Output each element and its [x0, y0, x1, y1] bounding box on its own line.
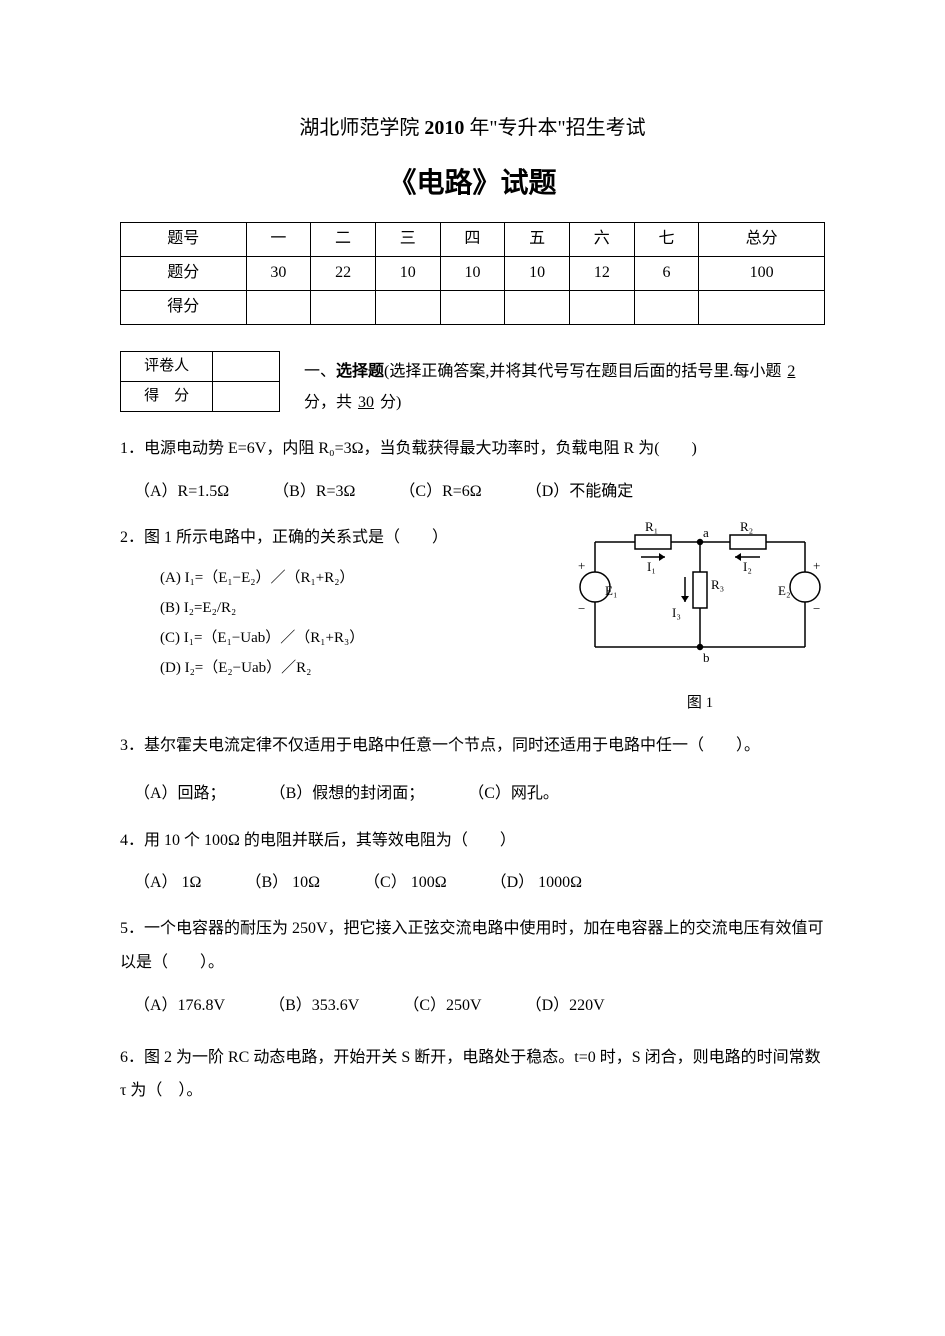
cell: 22 — [311, 257, 376, 291]
cell: 100 — [699, 257, 825, 291]
q2-optC: (C) I₁=（E₁−Uab）／（R₁+R₃） — [160, 623, 565, 653]
cell: 6 — [634, 257, 699, 291]
label-I2: I₂ — [743, 559, 752, 574]
cell — [375, 291, 440, 325]
header-prefix: 湖北师范学院 — [299, 117, 424, 139]
q1-optD: （D）不能确定 — [526, 474, 634, 509]
cell — [699, 291, 825, 325]
q3-optA: （A）回路； — [134, 776, 226, 811]
q4-optB: （B） 10Ω — [245, 865, 320, 900]
subject-title: 《电路》试题 — [120, 158, 825, 208]
q1-optC: （C）R=6Ω — [399, 474, 481, 509]
q3-optB: （B）假想的封闭面； — [270, 776, 425, 811]
section-mid: 分，共 — [304, 394, 356, 411]
cell: 10 — [440, 257, 505, 291]
question-6: 6．图 2 为一阶 RC 动态电路，开始开关 S 断开，电路处于稳态。t=0 时… — [120, 1041, 825, 1108]
label-node-a: a — [703, 525, 709, 540]
q4-optA: （A） 1Ω — [134, 865, 201, 900]
section-tail2: 分) — [376, 394, 401, 411]
header-suffix: 年"专升本"招生考试 — [464, 117, 645, 139]
question-2: 2．图 1 所示电路中，正确的关系式是（ ） — [120, 521, 565, 555]
q1-options: （A）R=1.5Ω （B）R=3Ω （C）R=6Ω （D）不能确定 — [134, 474, 825, 509]
cell: 10 — [505, 257, 570, 291]
section-tail1: (选择正确答案,并将其代号写在题目后面的括号里.每小题 — [384, 363, 785, 380]
q5-optD: （D）220V — [526, 988, 605, 1023]
row-label: 得分 — [121, 291, 247, 325]
question-2-text: 2．图 1 所示电路中，正确的关系式是（ ） (A) I₁=（E₁−E₂）／（R… — [120, 517, 565, 683]
label-E2: E₂ — [778, 583, 790, 598]
section-header-row: 评卷人 得 分 一、选择题(选择正确答案,并将其代号写在题目后面的括号里.每小题… — [120, 351, 825, 418]
figure-1-caption: 图 1 — [575, 690, 825, 717]
label-E1: E₁ — [605, 583, 617, 598]
label-I1: I₁ — [647, 559, 656, 574]
label-R1: R₁ — [645, 519, 658, 534]
minus-right: − — [813, 601, 820, 616]
q1-optB: （B）R=3Ω — [273, 474, 355, 509]
question-2-wrap: 2．图 1 所示电路中，正确的关系式是（ ） (A) I₁=（E₁−E₂）／（R… — [120, 517, 825, 717]
th: 七 — [634, 223, 699, 257]
minus-left: − — [578, 601, 585, 616]
figure-1: R₁ R₂ R₃ E₁ E₂ I₁ I₂ I₃ a b + − + − 图 1 — [575, 517, 825, 717]
th: 三 — [375, 223, 440, 257]
exam-header: 湖北师范学院 2010 年"专升本"招生考试 — [120, 110, 825, 146]
question-5: 5．一个电容器的耐压为 250V，把它接入正弦交流电路中使用时，加在电容器上的交… — [120, 912, 825, 979]
question-4: 4．用 10 个 100Ω 的电阻并联后，其等效电阻为（ ） — [120, 824, 825, 858]
th: 四 — [440, 223, 505, 257]
q3-options: （A）回路； （B）假想的封闭面； （C）网孔。 — [134, 776, 825, 811]
q5-optA: （A）176.8V — [134, 988, 225, 1023]
label-node-b: b — [703, 650, 710, 665]
score-table: 题号 一 二 三 四 五 六 七 总分 题分 30 22 10 10 10 12… — [120, 222, 825, 325]
th: 六 — [569, 223, 634, 257]
cell — [246, 291, 311, 325]
cell — [634, 291, 699, 325]
cell — [505, 291, 570, 325]
score-cell — [213, 382, 280, 412]
th: 一 — [246, 223, 311, 257]
q4-optC: （C） 100Ω — [364, 865, 447, 900]
section-prefix: 一、 — [304, 363, 336, 380]
header-year: 2010 — [424, 117, 464, 139]
cell — [311, 291, 376, 325]
q5-options: （A）176.8V （B）353.6V （C）250V （D）220V — [134, 988, 825, 1023]
q2-optB: (B) I₂=E₂/R₂ — [160, 593, 565, 623]
th: 五 — [505, 223, 570, 257]
cell: 10 — [375, 257, 440, 291]
score-label: 得 分 — [121, 382, 213, 412]
q3-optC: （C）网孔。 — [468, 776, 559, 811]
th: 题号 — [121, 223, 247, 257]
cell: 30 — [246, 257, 311, 291]
q5-optC: （C）250V — [403, 988, 481, 1023]
total-points: 30 — [356, 394, 376, 411]
cell: 12 — [569, 257, 634, 291]
plus-left: + — [578, 558, 585, 573]
question-3: 3．基尔霍夫电流定律不仅适用于电路中任意一个节点，同时还适用于电路中任一（ ）。 — [120, 729, 825, 763]
q4-options: （A） 1Ω （B） 10Ω （C） 100Ω （D） 1000Ω — [134, 865, 825, 900]
label-I3: I₃ — [672, 605, 681, 620]
q5-optB: （B）353.6V — [269, 988, 359, 1023]
cell — [569, 291, 634, 325]
th: 总分 — [699, 223, 825, 257]
circuit-diagram-icon: R₁ R₂ R₃ E₁ E₂ I₁ I₂ I₃ a b + − + − — [575, 517, 825, 677]
th: 二 — [311, 223, 376, 257]
reviewer-label: 评卷人 — [121, 352, 213, 382]
section-intro: 一、选择题(选择正确答案,并将其代号写在题目后面的括号里.每小题 2 分，共 3… — [280, 351, 825, 418]
q2-optD: (D) I₂=（E₂−Uab）／R₂ — [160, 653, 565, 683]
q4-optD: （D） 1000Ω — [491, 865, 582, 900]
cell — [440, 291, 505, 325]
table-row: 题分 30 22 10 10 10 12 6 100 — [121, 257, 825, 291]
q1-optA: （A）R=1.5Ω — [134, 474, 229, 509]
row-label: 题分 — [121, 257, 247, 291]
grade-box: 评卷人 得 分 — [120, 351, 280, 412]
reviewer-cell — [213, 352, 280, 382]
label-R2: R₂ — [740, 519, 753, 534]
section-type: 选择题 — [336, 363, 384, 380]
q2-optA: (A) I₁=（E₁−E₂）／（R₁+R₂） — [160, 563, 565, 593]
question-1: 1．电源电动势 E=6V，内阻 R₀=3Ω，当负载获得最大功率时，负载电阻 R … — [120, 432, 825, 466]
plus-right: + — [813, 558, 820, 573]
table-row: 题号 一 二 三 四 五 六 七 总分 — [121, 223, 825, 257]
label-R3: R₃ — [711, 577, 724, 592]
per-points: 2 — [785, 363, 797, 380]
table-row: 得分 — [121, 291, 825, 325]
